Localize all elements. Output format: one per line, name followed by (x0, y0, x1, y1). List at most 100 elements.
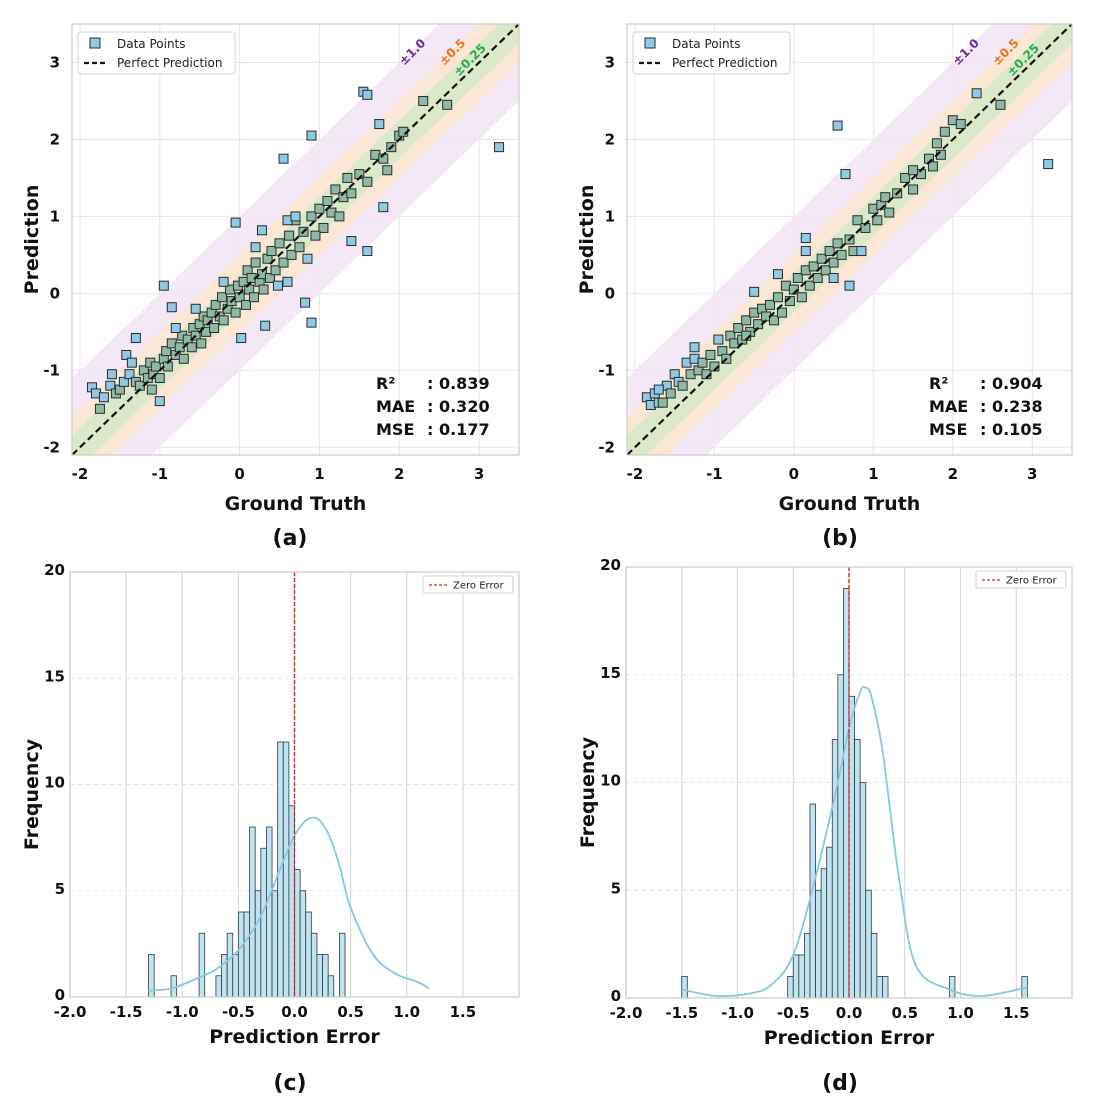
metric-name: MAE (376, 397, 415, 416)
data-point (971, 88, 982, 99)
histogram-bar (338, 932, 346, 998)
histogram-bar (809, 803, 816, 999)
kde-curve (681, 686, 1028, 997)
data-point (382, 165, 393, 176)
data-point (689, 342, 700, 353)
data-point (284, 230, 295, 241)
data-point (258, 284, 269, 295)
axes-frame (626, 23, 1073, 456)
x-tick-label: 1.0 (393, 1003, 420, 1021)
x-tick-label: 1.0 (947, 1004, 974, 1022)
data-point (884, 207, 895, 218)
data-point-outlier (260, 320, 271, 331)
x-tick-label: 0.0 (281, 1003, 308, 1021)
x-axis-title: Prediction Error (209, 1026, 380, 1048)
data-point (657, 397, 668, 408)
data-point (124, 369, 135, 380)
data-point (769, 315, 780, 326)
data-point (705, 349, 716, 360)
legend-box (975, 570, 1067, 589)
y-tick-label: -1 (598, 361, 615, 379)
data-point-outlier (300, 297, 311, 308)
y-tick-label: 0 (55, 986, 65, 1004)
data-point (310, 230, 321, 241)
perfect-prediction-line (627, 24, 1072, 455)
data-point (816, 253, 827, 264)
data-point (828, 272, 839, 283)
y-tick-label: 10 (44, 774, 65, 792)
metric-name: MAE (929, 397, 968, 416)
data-point (792, 272, 803, 283)
histogram-bar (787, 976, 794, 999)
data-point (442, 99, 453, 110)
x-tick-label: 1.5 (1003, 1004, 1030, 1022)
x-tick-label: 0 (789, 465, 799, 483)
data-point (196, 338, 207, 349)
legend-label-perfect-prediction: Perfect Prediction (117, 56, 222, 70)
x-tick-label: -1 (706, 465, 723, 483)
data-point (824, 246, 835, 257)
data-point (939, 126, 950, 137)
metric-value: : 0.177 (427, 420, 490, 439)
data-point (796, 292, 807, 303)
data-point-outlier (306, 317, 317, 328)
x-tick-label: 0.5 (337, 1003, 364, 1021)
data-point (995, 99, 1006, 110)
legend-label-data-points: Data Points (117, 37, 186, 51)
y-tick-label: -2 (598, 438, 615, 456)
data-point (250, 257, 261, 268)
data-point (266, 246, 277, 257)
x-tick-label: -2 (627, 465, 644, 483)
histogram-bar (815, 889, 822, 999)
data-point (418, 95, 429, 106)
histogram-bar (831, 739, 839, 999)
histogram-bar (254, 890, 262, 998)
data-point (900, 172, 911, 183)
data-point-outlier (346, 236, 357, 247)
data-point-outlier (840, 169, 851, 180)
data-point (118, 376, 129, 387)
data-point (733, 323, 744, 334)
data-point (776, 307, 787, 318)
data-point (241, 299, 252, 310)
data-point (210, 299, 221, 310)
data-point (677, 380, 688, 391)
x-axis-title: Prediction Error (764, 1027, 935, 1049)
data-point (106, 369, 117, 380)
data-point (218, 276, 229, 287)
data-point (121, 349, 132, 360)
data-point (272, 280, 283, 291)
legend-box (422, 575, 514, 594)
y-tick-label: 0 (611, 987, 621, 1005)
y-tick-label: 1 (50, 207, 60, 225)
histogram-bar (792, 954, 800, 999)
x-tick-label: 2 (948, 465, 958, 483)
data-point (286, 249, 297, 260)
plot-area (627, 24, 1072, 455)
data-point (217, 292, 228, 303)
histogram-bar (837, 674, 844, 999)
data-point (278, 257, 289, 268)
data-point (927, 161, 938, 172)
metric-name: R² (376, 374, 395, 393)
y-tick-label: 3 (50, 53, 60, 71)
histogram-bar (848, 695, 855, 999)
x-tick-label: 1 (314, 465, 324, 483)
histogram-bar (232, 954, 239, 998)
histogram-bar (310, 932, 318, 998)
x-tick-label: -0.5 (222, 1003, 255, 1021)
data-point-outlier (494, 142, 505, 153)
data-point (178, 353, 189, 364)
y-axis-title: Frequency (577, 736, 599, 848)
data-point (294, 242, 305, 253)
data-point-outlier (154, 396, 165, 407)
kde-curve (148, 816, 430, 992)
y-tick-label: 15 (44, 667, 65, 685)
data-point (880, 192, 891, 203)
histogram-bar (681, 976, 688, 999)
data-point (170, 323, 181, 334)
metric-name: MSE (929, 420, 967, 439)
histogram-bar (243, 911, 251, 998)
y-tick-label: 5 (55, 880, 65, 898)
